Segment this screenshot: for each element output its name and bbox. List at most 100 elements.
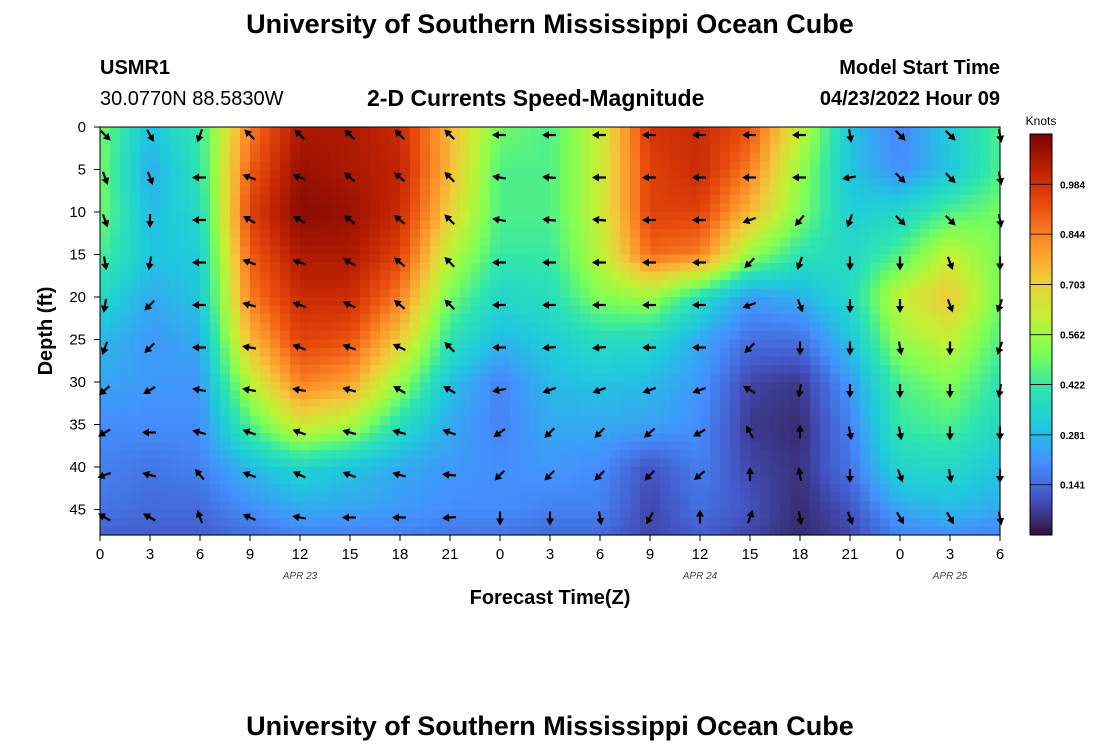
heatmap-cell [840, 220, 851, 230]
heatmap-cell [110, 441, 121, 451]
heatmap-cell [800, 161, 811, 171]
heatmap-cell [620, 390, 631, 400]
heatmap-cell [410, 246, 421, 256]
heatmap-cell [920, 424, 931, 434]
heatmap-cell [520, 518, 531, 528]
heatmap-cell [860, 416, 871, 426]
heatmap-cell [150, 195, 161, 205]
heatmap-cell [750, 220, 761, 230]
heatmap-cell [540, 382, 551, 392]
heatmap-cell [330, 492, 341, 502]
heatmap-cell [450, 433, 461, 443]
heatmap-cell [250, 254, 261, 264]
heatmap-cell [660, 450, 671, 460]
heatmap-cell [580, 169, 591, 179]
heatmap-cell [910, 424, 921, 434]
heatmap-cell [560, 458, 571, 468]
heatmap-cell [680, 433, 691, 443]
heatmap-cell [390, 441, 401, 451]
heatmap-cell [450, 263, 461, 273]
current-arrow [244, 129, 256, 141]
heatmap-cell [120, 484, 131, 494]
current-arrow [542, 173, 557, 182]
heatmap-cell [930, 127, 941, 137]
heatmap-cell [160, 152, 171, 162]
heatmap-cell [100, 322, 111, 332]
heatmap-cell [520, 484, 531, 494]
heatmap-cell [430, 288, 441, 298]
heatmap-cell [990, 399, 1001, 409]
heatmap-cell [420, 458, 431, 468]
heatmap-cell [950, 246, 961, 256]
heatmap-cell [570, 135, 581, 145]
heatmap-cell [860, 195, 871, 205]
current-arrow [592, 386, 607, 395]
heatmap-cell [180, 348, 191, 358]
heatmap-cell [980, 467, 991, 477]
heatmap-cell [720, 492, 731, 502]
heatmap-cell [870, 365, 881, 375]
heatmap-cell [340, 195, 351, 205]
heatmap-cell [900, 458, 911, 468]
heatmap-cell [250, 280, 261, 290]
heatmap-cell [930, 152, 941, 162]
heatmap-cell [200, 458, 211, 468]
heatmap-cell [530, 492, 541, 502]
heatmap-cell [810, 203, 821, 213]
heatmap-cell [140, 424, 151, 434]
heatmap-cell [810, 314, 821, 324]
heatmap-cell [250, 288, 261, 298]
current-arrow [242, 470, 257, 479]
heatmap-cell [620, 399, 631, 409]
heatmap-cell [520, 331, 531, 341]
heatmap-cell [140, 314, 151, 324]
heatmap-cell [550, 484, 561, 494]
heatmap-cell [910, 399, 921, 409]
heatmap-cell [760, 314, 771, 324]
heatmap-cell [240, 339, 251, 349]
heatmap-cell [710, 501, 721, 511]
heatmap-cell [620, 305, 631, 315]
heatmap-cell [670, 203, 681, 213]
heatmap-cell [920, 288, 931, 298]
heatmap-cell [960, 382, 971, 392]
heatmap-cell [540, 484, 551, 494]
heatmap-cell [260, 526, 271, 536]
heatmap-cell [100, 373, 111, 383]
heatmap-cell [420, 331, 431, 341]
heatmap-cell [630, 246, 641, 256]
heatmap-cell [970, 441, 981, 451]
heatmap-cell [130, 220, 141, 230]
heatmap-cell [580, 288, 591, 298]
heatmap-cell [400, 297, 411, 307]
heatmap-cell [930, 237, 941, 247]
heatmap-cell [170, 263, 181, 273]
current-arrow [592, 258, 606, 267]
heatmap-cell [610, 526, 621, 536]
heatmap-cell [450, 450, 461, 460]
heatmap-cell [140, 144, 151, 154]
heatmap-cell [750, 509, 761, 519]
heatmap-cell [480, 458, 491, 468]
heatmap-cell [140, 450, 151, 460]
heatmap-cell [680, 169, 691, 179]
heatmap-cell [810, 467, 821, 477]
heatmap-cell [330, 518, 341, 528]
heatmap-cell [100, 433, 111, 443]
heatmap-cell [150, 484, 161, 494]
heatmap-cell [180, 195, 191, 205]
heatmap-cell [850, 373, 861, 383]
heatmap-cell [580, 322, 591, 332]
heatmap-cell [190, 518, 201, 528]
heatmap-cell [950, 186, 961, 196]
heatmap-cell [140, 127, 151, 137]
heatmap-cell [980, 186, 991, 196]
heatmap-cell [760, 322, 771, 332]
heatmap-cell [880, 509, 891, 519]
heatmap-cell [640, 178, 651, 188]
heatmap-cell [880, 331, 891, 341]
heatmap-cell [980, 237, 991, 247]
heatmap-cell [120, 373, 131, 383]
heatmap-cell [980, 203, 991, 213]
heatmap-cell [540, 399, 551, 409]
